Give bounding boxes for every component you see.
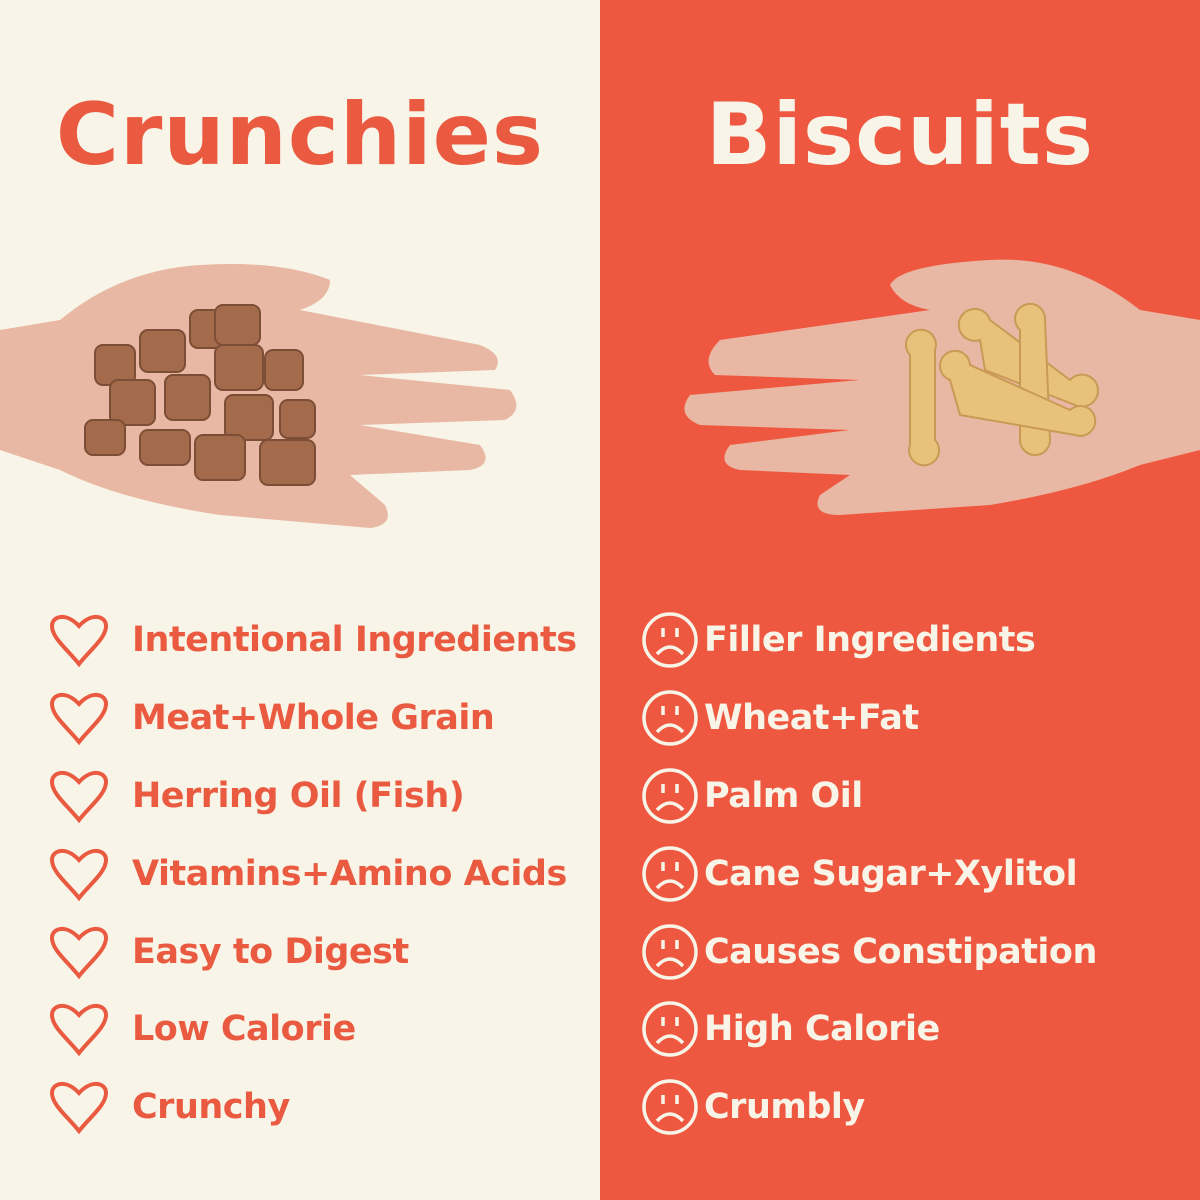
crunchies-panel: Crunchies Intentional Ingredients Meat+W…: [0, 0, 600, 1200]
sad-face-icon: [642, 846, 698, 902]
list-item: Crunchy: [48, 1079, 290, 1135]
sad-face-icon: [642, 612, 698, 668]
sad-face-icon: [642, 1001, 698, 1057]
biscuits-panel: Biscuits Filler Ingredients Wheat+Fat Pa…: [600, 0, 1200, 1200]
list-item-label: Intentional Ingredients: [132, 620, 577, 660]
list-item: Filler Ingredients: [640, 612, 1036, 668]
list-item: Wheat+Fat: [640, 690, 919, 746]
list-item-label: Causes Constipation: [704, 932, 1097, 972]
list-item: Palm Oil: [640, 768, 863, 824]
crunchies-title: Crunchies: [55, 85, 545, 185]
list-item: Easy to Digest: [48, 924, 409, 980]
list-item: Herring Oil (Fish): [48, 768, 465, 824]
sad-face-icon: [642, 924, 698, 980]
list-item: Crumbly: [640, 1079, 865, 1135]
list-item: Vitamins+Amino Acids: [48, 846, 567, 902]
sad-face-icon: [642, 690, 698, 746]
list-item: Cane Sugar+Xylitol: [640, 846, 1078, 902]
hand-with-crunchies-image: [0, 264, 517, 528]
list-item: High Calorie: [640, 1001, 940, 1057]
heart-icon: [49, 1004, 109, 1057]
list-item-label: Palm Oil: [704, 776, 863, 816]
sad-face-icon: [642, 768, 698, 824]
list-item-label: Cane Sugar+Xylitol: [704, 854, 1078, 894]
list-item-label: Meat+Whole Grain: [132, 698, 495, 738]
heart-icon: [49, 1082, 109, 1135]
list-item: Low Calorie: [48, 1001, 356, 1057]
heart-icon: [49, 771, 109, 824]
list-item-label: Crunchy: [132, 1087, 290, 1127]
list-item: Intentional Ingredients: [48, 612, 577, 668]
sad-face-icon: [642, 1079, 698, 1135]
list-item-label: Easy to Digest: [132, 932, 409, 972]
list-item-label: Low Calorie: [132, 1009, 356, 1049]
list-item: Meat+Whole Grain: [48, 690, 495, 746]
heart-icon: [49, 693, 109, 746]
list-item: Causes Constipation: [640, 924, 1097, 980]
list-item-label: Crumbly: [704, 1087, 865, 1127]
list-item-label: Wheat+Fat: [704, 698, 919, 738]
list-item-label: Filler Ingredients: [704, 620, 1036, 660]
heart-icon: [49, 927, 109, 980]
biscuits-title: Biscuits: [705, 85, 1095, 185]
heart-icon: [49, 615, 109, 668]
heart-icon: [49, 849, 109, 902]
hand-with-biscuits-image: [684, 259, 1200, 515]
list-item-label: Herring Oil (Fish): [132, 776, 465, 816]
list-item-label: Vitamins+Amino Acids: [132, 854, 567, 894]
list-item-label: High Calorie: [704, 1009, 940, 1049]
